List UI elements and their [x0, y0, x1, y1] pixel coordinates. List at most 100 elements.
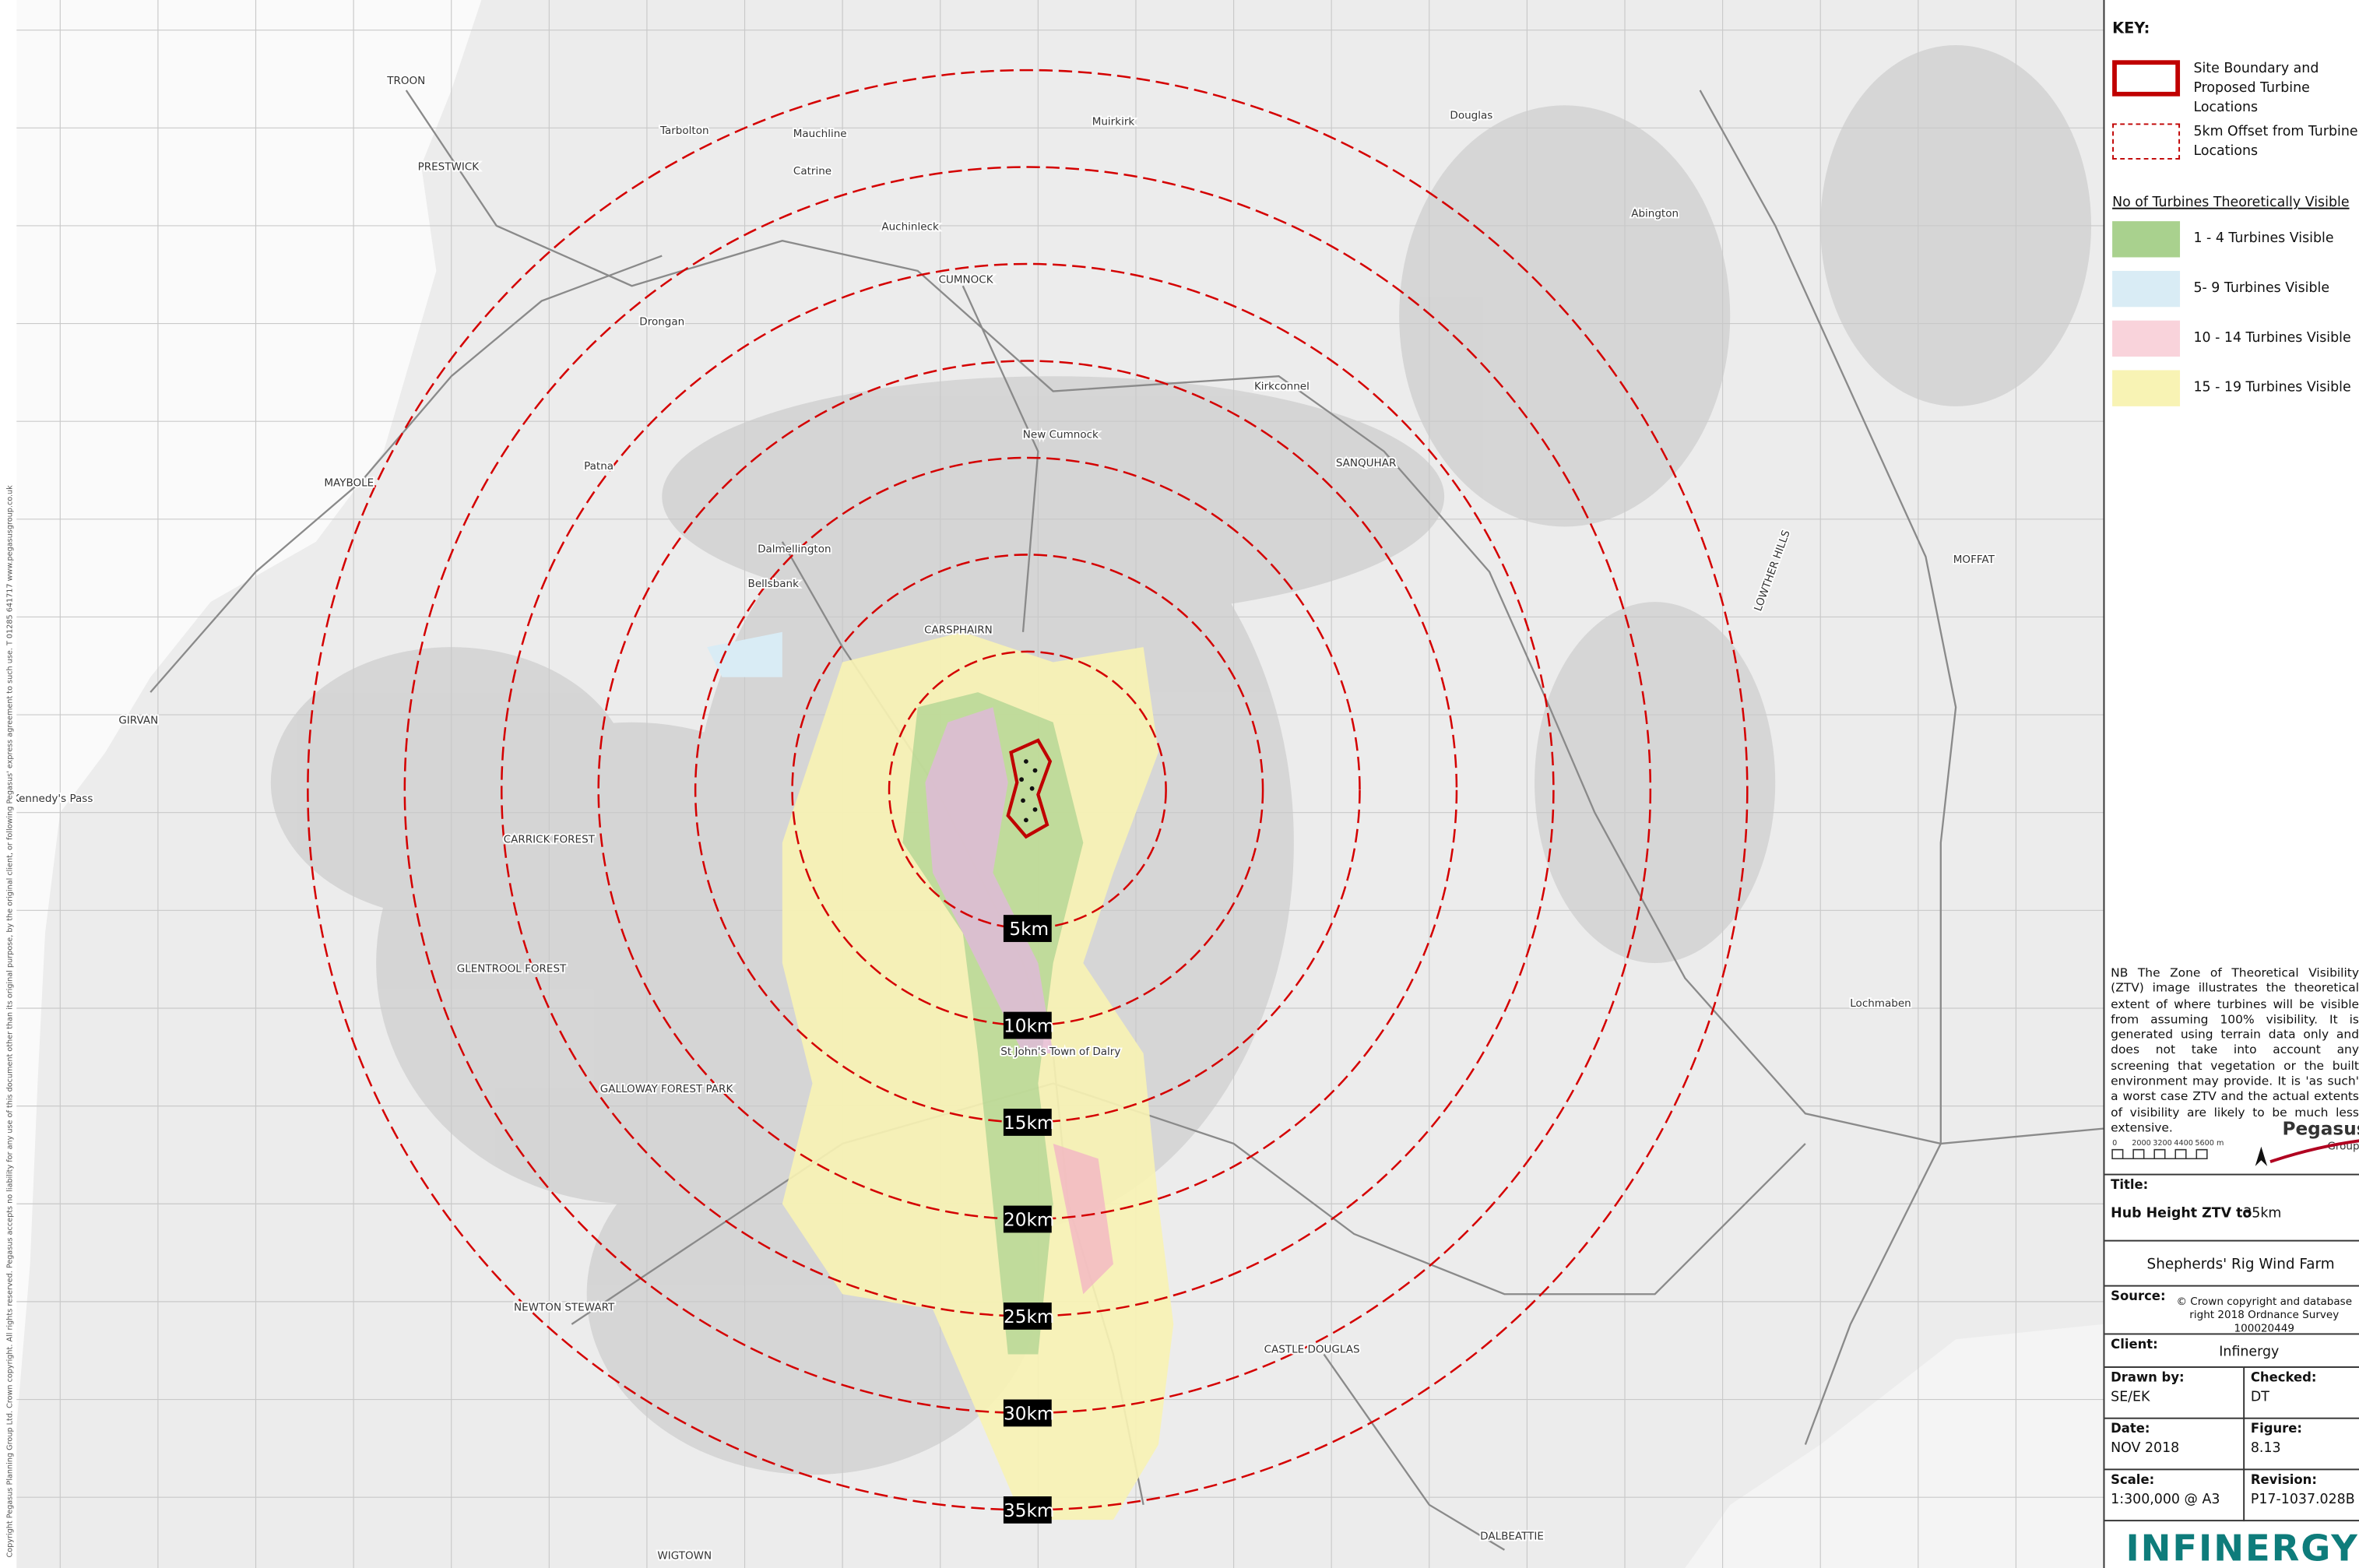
label: Date: [2111, 1422, 2150, 1437]
place-label: Drongan [639, 315, 684, 328]
ring-label: 25km [1004, 1306, 1055, 1327]
checked: DT [2250, 1390, 2269, 1406]
tb-cell: Revision: P17-1037.028B [2243, 1468, 2359, 1522]
sea [0, 0, 482, 1568]
ring-label: 20km [1004, 1210, 1055, 1231]
ring-label-box [1003, 1303, 1052, 1330]
place-label: MAYBOLE [324, 476, 374, 489]
offset-ring [791, 554, 1264, 1027]
place-label: TROON [386, 75, 425, 87]
label: Checked: [2250, 1370, 2317, 1387]
place-label: Lochmaben [1850, 997, 1911, 1010]
ring-group: 5km 10km 15km 20km 25km 30km 35km [307, 69, 1749, 1524]
pegasus-logo: Pegasus [2282, 1118, 2359, 1139]
offset-ring [307, 69, 1749, 1511]
ring-label: 30km [1004, 1404, 1055, 1425]
ring-label: 10km [1004, 1016, 1055, 1037]
ztv-label: 1 - 4 Turbines Visible [2193, 231, 2334, 247]
place-label: GLENTROOL FOREST [457, 963, 567, 976]
tb-cell: Figure: 8.13 [2243, 1417, 2359, 1471]
place-label: DALBEATTIE [1480, 1530, 1544, 1542]
scale-label: 5600 m [2195, 1139, 2224, 1148]
place-label: GALLOWAY FOREST PARK [600, 1083, 734, 1095]
label: Scale: [2111, 1473, 2155, 1489]
place-label: CUMNOCK [939, 273, 994, 286]
legend-panel: KEY: Site Boundary and Proposed Turbine … [2103, 0, 2359, 1568]
project-row: Shepherds' Rig Wind Farm [2104, 1239, 2359, 1287]
scale-label: 3200 [2153, 1139, 2172, 1148]
scale-ruler [2111, 1148, 2208, 1160]
client-row: Client: Infinergy [2104, 1333, 2359, 1367]
ring-label-box [1003, 915, 1052, 942]
place-label: WIGTOWN [657, 1549, 712, 1562]
ring-label: 35km [1004, 1500, 1055, 1521]
place-label: SANQUHAR [1336, 457, 1397, 469]
place-label: St John's Town of Dalry [1000, 1046, 1120, 1058]
ztv-swatch [2112, 270, 2181, 308]
drawn: SE/EK [2111, 1390, 2150, 1406]
place-label: Muirkirk [1092, 115, 1135, 128]
place-label: GIRVAN [118, 715, 158, 727]
client: Infinergy [2219, 1345, 2280, 1361]
ztv-label: 15 - 19 Turbines Visible [2193, 381, 2351, 396]
site [1006, 738, 1053, 839]
turbines [1019, 759, 1038, 823]
place-label: Catrine [793, 165, 831, 178]
ring-label-box [1003, 1205, 1052, 1233]
solway-firth [1685, 1324, 2104, 1568]
boundary-swatch [2112, 60, 2181, 97]
label: Source: [2111, 1289, 2166, 1305]
title: Hub Height ZTV to [2111, 1207, 2252, 1222]
place-label: Auchinleck [881, 221, 939, 234]
label: Title: [2111, 1178, 2149, 1194]
ring-label: 15km [1004, 1113, 1055, 1134]
place-label: Bellsbank [748, 578, 800, 590]
place-labels: TROON PRESTWICK Tarbolton Mauchline Catrine A… [11, 73, 1997, 1563]
label: Client: [2111, 1338, 2158, 1353]
place-label: Mauchline [793, 128, 847, 140]
offset-swatch [2112, 123, 2181, 160]
legend-label: 5km Offset from Turbine Locations [2193, 125, 2358, 160]
figure: 8.13 [2250, 1441, 2281, 1457]
place-label: PRESTWICK [418, 160, 480, 173]
ring-label-box [1003, 1011, 1052, 1039]
north-arrow [2255, 1146, 2268, 1166]
date: NOV 2018 [2111, 1441, 2180, 1457]
place-label: Dalmellington [758, 543, 831, 555]
ztv-swatch [2112, 370, 2181, 406]
tb-cell: Drawn by: SE/EK [2104, 1366, 2244, 1419]
scale-label: 4400 [2174, 1139, 2193, 1148]
copyright-strip: Copyright Pegasus Planning Group Ltd. Cr… [5, 485, 14, 1558]
scale-bar: 0 2000 3200 4400 5600 m Pegasus Group [2111, 1118, 2359, 1166]
label: Figure: [2250, 1422, 2302, 1437]
ztv-label: 10 - 14 Turbines Visible [2193, 331, 2351, 346]
place-label: Kennedy's Pass [12, 793, 93, 805]
ring-label-box [1003, 1399, 1052, 1427]
tb-cell: Date: NOV 2018 [2104, 1417, 2244, 1471]
ztv-swatch [2112, 221, 2181, 258]
ring-label: 5km [1009, 919, 1049, 940]
map: 5km 10km 15km 20km 25km 30km 35km TROON PRESTWI… [0, 0, 2104, 1568]
place-label: CARSPHAIRN [924, 624, 993, 637]
ring-label-box [1003, 1109, 1052, 1136]
ztv-swatch [2112, 320, 2181, 357]
infinergy-logo: INFINERGY [2125, 1527, 2359, 1568]
title-row: Title: Hub Height ZTV to 35km [2104, 1173, 2359, 1242]
legend-label: Site Boundary and Proposed Turbine Locat… [2193, 62, 2319, 116]
label: Drawn by: [2111, 1370, 2185, 1387]
source: © Crown copyright and database right 201… [2176, 1296, 2353, 1335]
tb-cell: Scale: 1:300,000 @ A3 [2104, 1468, 2244, 1521]
project: Shepherds' Rig Wind Farm [2146, 1256, 2335, 1274]
label: Revision: [2250, 1473, 2317, 1489]
place-label: Douglas [1450, 110, 1492, 122]
scale-label: 2000 [2132, 1139, 2151, 1148]
source-row: Source: © Crown copyright and database r… [2104, 1285, 2359, 1335]
place-label: MOFFAT [1953, 554, 1995, 566]
ztv-label: 5- 9 Turbines Visible [2193, 281, 2330, 297]
place-label: Kirkconnel [1254, 381, 1310, 393]
tb-cell: Checked: DT [2243, 1366, 2359, 1419]
key-title: KEY: [2112, 21, 2150, 38]
site-boundary [1006, 738, 1053, 839]
